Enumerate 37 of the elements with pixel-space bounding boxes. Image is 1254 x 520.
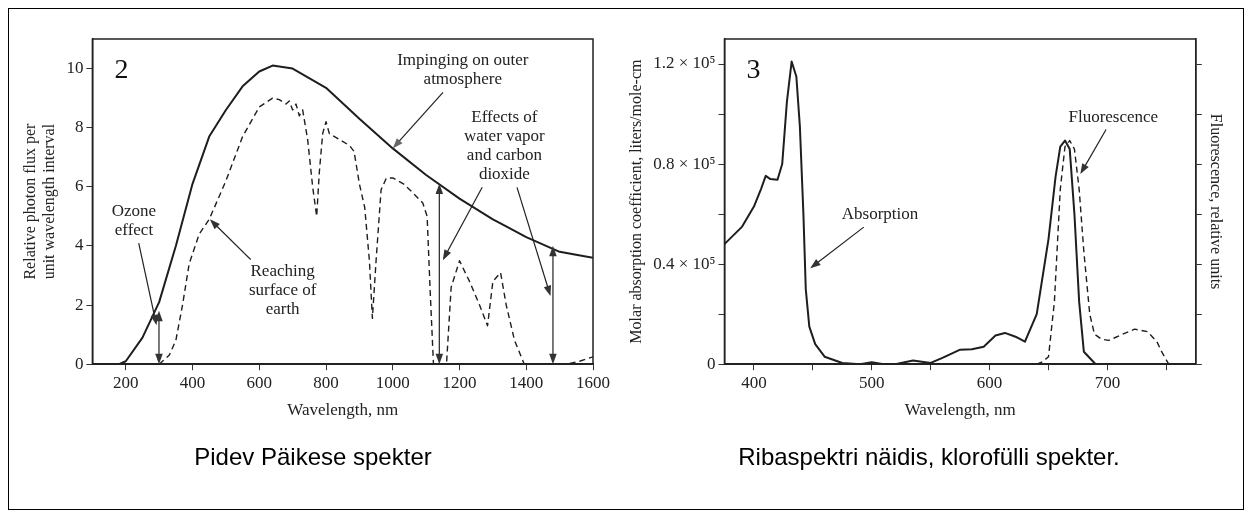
y-tick-label: 8 [74, 117, 84, 137]
x-tick-label: 1000 [375, 372, 410, 392]
annotation: Reaching surface of earth [248, 261, 317, 319]
annotation: Impinging on outer atmosphere [397, 50, 529, 89]
y-tick-label: 4 [74, 235, 84, 255]
x-tick-label: 600 [976, 372, 1003, 392]
x-tick-label: 800 [313, 372, 339, 392]
y-axis-title: Molar absorption coefficient, liters/mole-cm [626, 59, 645, 344]
y-tick-label: 10 [66, 58, 84, 78]
annotation: Effects of water vapor and carbon dioxide [464, 107, 546, 184]
y-tick-label: 6 [74, 176, 84, 196]
y-tick-label: 0 [74, 353, 84, 373]
x-axis-title: Wavelength, nm [287, 400, 399, 420]
annotation: Fluorescence [1068, 106, 1159, 126]
x-tick-label: 700 [1094, 372, 1121, 392]
y-tick-label: 1.2 × 10⁵ [653, 53, 716, 73]
x-tick-label: 400 [179, 372, 206, 392]
x-tick-label: 400 [741, 372, 767, 392]
x-tick-label: 500 [859, 372, 885, 392]
y-tick-label: 0.8 × 10⁵ [653, 153, 716, 173]
text: 3 [746, 53, 761, 85]
x-tick-label: 1600 [576, 372, 610, 392]
x-tick-label: 1400 [509, 372, 544, 392]
y2-axis-title: Fluorescence, relative units [1208, 113, 1226, 290]
y-tick-label: 0.4 × 10⁵ [653, 253, 716, 273]
x-tick-label: 1200 [442, 372, 477, 392]
x-tick-label: 600 [246, 372, 273, 392]
annotation: Absorption [841, 204, 919, 224]
annotation: Ozone effect [111, 201, 157, 240]
x-tick-label: 200 [113, 372, 139, 392]
y-tick-label: 2 [74, 294, 84, 314]
text: Ribaspektri näidis, klorofülli spekter. [737, 443, 1121, 471]
text: 2 [114, 53, 129, 85]
text: Pidev Päikese spekter [193, 443, 433, 471]
x-axis-title: Wavelength, nm [904, 400, 1016, 420]
y-axis-title: Relative photon flux per unit wavelength interval [20, 122, 58, 280]
y-tick-label: 0 [706, 353, 716, 373]
